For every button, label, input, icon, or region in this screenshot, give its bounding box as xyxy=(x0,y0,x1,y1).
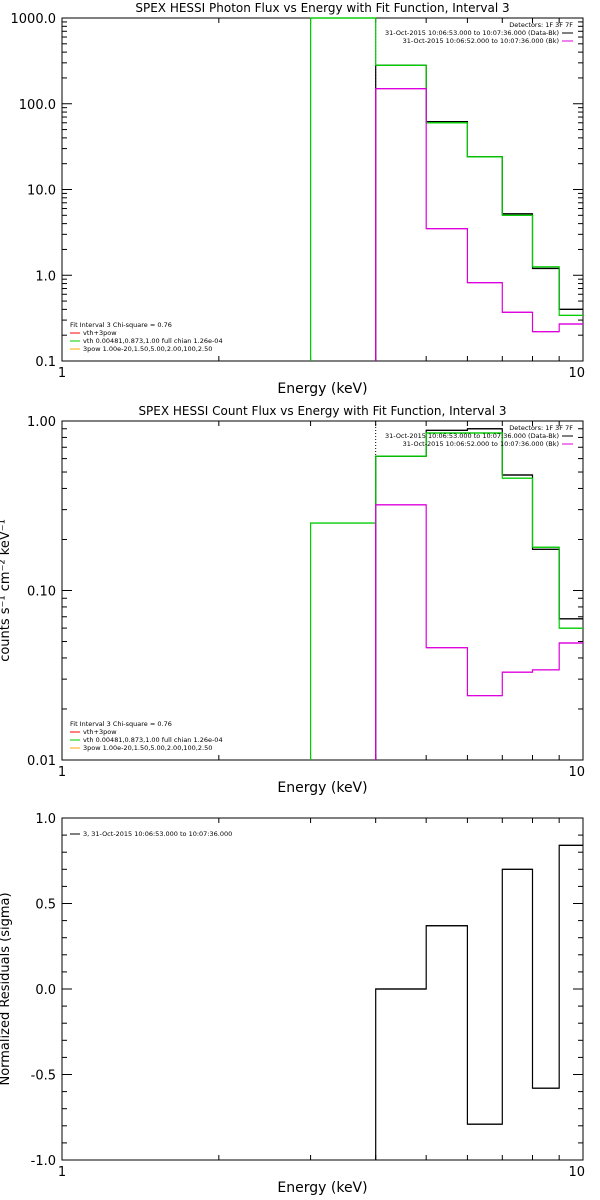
panel2-series-background xyxy=(375,504,583,760)
panel2-legend-entry: 31-Oct-2015 10:06:53.000 to 10:07:36.000… xyxy=(385,432,559,440)
panel1-y-tick-label: 0.1 xyxy=(35,355,56,370)
panel2-legend-entry: 31-Oct-2015 10:06:52.000 to 10:07:36.000… xyxy=(403,440,559,448)
panel2-fit-legend-entry: vth 0.00481,0.873,1.00 full chian 1.26e-… xyxy=(83,736,223,744)
panel1-x-tick-label: 10 xyxy=(568,366,585,381)
panel1-series-background xyxy=(375,88,583,361)
panel1-title: SPEX HESSI Photon Flux vs Energy with Fi… xyxy=(135,1,509,15)
panel3-y-tick-label: -1.0 xyxy=(31,1154,56,1169)
panel2-fit-legend-entry: vth+3pow xyxy=(83,728,117,736)
panel2-axes-frame xyxy=(61,420,584,761)
panel3-x-axis-label: Energy (keV) xyxy=(277,1180,367,1196)
panel3-x-tick-label: 1 xyxy=(58,1165,66,1180)
panel3-y-tick-label: -0.5 xyxy=(31,1069,56,1084)
panel2-fit-legend-entry: 3pow 1.00e-20,1.50,5.00,2.00,100,2.50 xyxy=(83,744,212,752)
panel2-y-tick-label: 0.10 xyxy=(27,585,56,600)
panel1-y-tick-label: 10.0 xyxy=(27,184,56,199)
panel2-series-model xyxy=(310,432,583,760)
panel1-x-axis-label: Energy (keV) xyxy=(277,381,367,397)
panel1-fit-legend-entry: vth+3pow xyxy=(83,329,117,337)
panel1-legend-entry: 31-Oct-2015 10:06:52.000 to 10:07:36.000… xyxy=(403,37,559,45)
panel2-legend-title: Detectors: 1F 3F 7F xyxy=(509,424,573,432)
panel1-series-data-bk xyxy=(375,64,583,361)
panel1-axes-frame xyxy=(61,17,584,362)
panel3-y-tick-label: 0.0 xyxy=(35,983,56,998)
panel2-series-data-bk xyxy=(375,428,583,760)
panel1-y-tick-label: 100.0 xyxy=(19,98,56,113)
panel1-series-model xyxy=(310,17,583,361)
panel2-x-axis-label: Energy (keV) xyxy=(277,780,367,796)
panel3-y-axis-label: Normalized Residuals (sigma) xyxy=(0,892,13,1085)
panel2-y-tick-label: 0.01 xyxy=(27,754,56,769)
panel3-x-tick-label: 10 xyxy=(568,1165,585,1180)
panel3-y-tick-label: 0.5 xyxy=(35,898,56,913)
panel1-legend-title: Detectors: 1F 3F 7F xyxy=(509,21,573,29)
panel1-x-tick-label: 1 xyxy=(58,366,66,381)
panel1-fit-legend-entry: vth 0.00481,0.873,1.00 full chian 1.26e-… xyxy=(83,337,223,345)
panel2-y-axis-label: counts s⁻¹ cm⁻² keV⁻¹ xyxy=(0,519,13,662)
panel3-legend-entry: 3, 31-Oct-2015 10:06:53.000 to 10:07:36.… xyxy=(83,830,232,838)
panel2-fit-legend-header: Fit Interval 3 Chi-square = 0.76 xyxy=(70,720,172,728)
panel2-title: SPEX HESSI Count Flux vs Energy with Fit… xyxy=(138,404,506,418)
panel1-fit-legend-header: Fit Interval 3 Chi-square = 0.76 xyxy=(70,321,172,329)
panel1-legend-entry: 31-Oct-2015 10:06:53.000 to 10:07:36.000… xyxy=(385,29,559,37)
panel3-series-residuals xyxy=(375,844,583,1160)
panel2-x-tick-label: 10 xyxy=(568,765,585,780)
panel1-y-tick-label: 1.0 xyxy=(35,269,56,284)
panel2-x-tick-label: 1 xyxy=(58,765,66,780)
panel1-fit-legend-entry: 3pow 1.00e-20,1.50,5.00,2.00,100,2.50 xyxy=(83,345,212,353)
panel3-y-tick-label: 1.0 xyxy=(35,812,56,827)
panel1-y-tick-label: 1000.0 xyxy=(11,12,57,27)
panel2-y-tick-label: 1.00 xyxy=(27,415,56,430)
